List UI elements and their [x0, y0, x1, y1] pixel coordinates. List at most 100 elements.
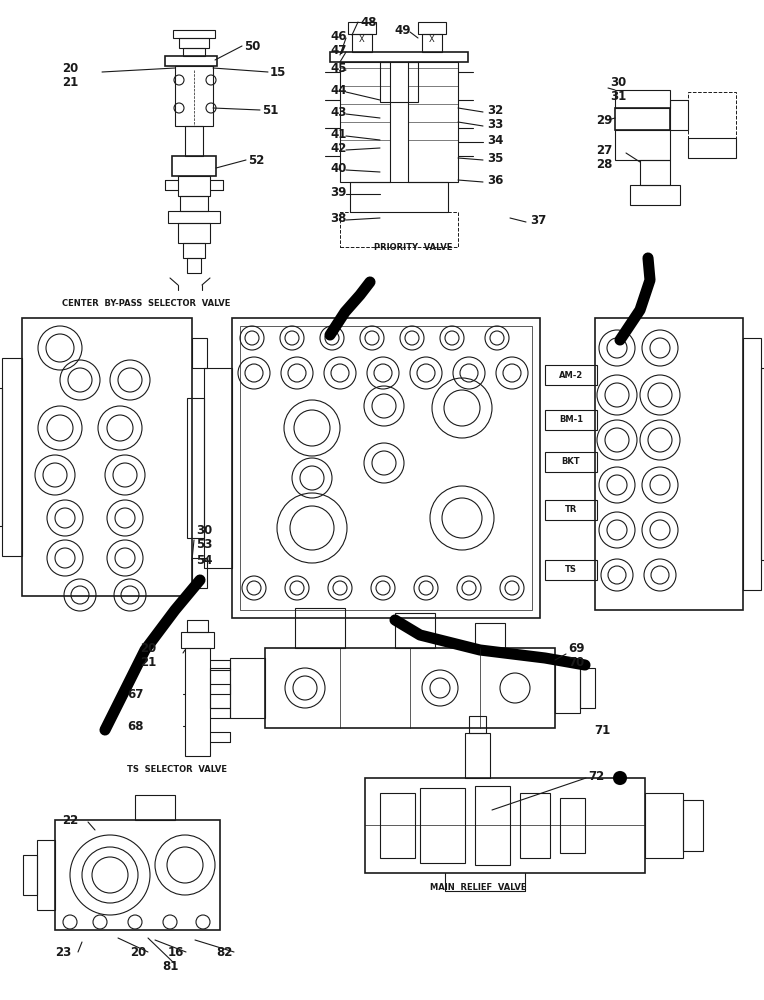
Text: TS  SELECTOR  VALVE: TS SELECTOR VALVE — [127, 766, 227, 774]
Text: 72: 72 — [588, 770, 604, 782]
Bar — [418, 22, 446, 34]
Text: X: X — [429, 35, 435, 44]
Text: 49: 49 — [394, 23, 410, 36]
Bar — [352, 34, 372, 52]
Bar — [595, 318, 743, 610]
Text: 38: 38 — [330, 212, 346, 225]
Text: MAIN  RELIEF  VALVE: MAIN RELIEF VALVE — [430, 884, 526, 892]
Bar — [192, 558, 207, 588]
Bar — [183, 243, 205, 258]
Text: 37: 37 — [530, 214, 546, 227]
Bar — [340, 212, 458, 247]
Bar — [173, 30, 215, 38]
Text: 36: 36 — [487, 174, 503, 186]
Text: 68: 68 — [127, 720, 144, 732]
Bar — [348, 22, 376, 34]
Bar — [175, 66, 213, 126]
Bar — [475, 786, 510, 865]
Bar — [555, 663, 580, 713]
Text: 42: 42 — [330, 141, 346, 154]
Text: BM-1: BM-1 — [559, 416, 583, 424]
Bar — [185, 126, 203, 156]
Bar — [683, 800, 703, 851]
Text: 70: 70 — [568, 656, 584, 668]
Text: 39: 39 — [330, 186, 346, 198]
Bar — [380, 793, 415, 858]
Bar — [0, 388, 2, 526]
Bar — [545, 410, 597, 430]
Bar — [408, 62, 458, 182]
Text: 33: 33 — [487, 117, 503, 130]
Text: 40: 40 — [330, 161, 346, 174]
Bar — [265, 648, 555, 728]
Bar — [743, 338, 761, 590]
Bar — [210, 668, 230, 708]
Bar — [340, 62, 390, 182]
Bar — [395, 613, 435, 648]
Text: 27: 27 — [596, 143, 612, 156]
Text: 22: 22 — [62, 814, 78, 826]
Bar — [230, 658, 265, 718]
Bar — [178, 223, 210, 243]
Bar — [420, 788, 465, 863]
Bar — [55, 820, 220, 930]
Bar — [545, 560, 597, 580]
Bar — [330, 52, 468, 62]
Text: 53: 53 — [196, 538, 212, 552]
Bar — [422, 34, 442, 52]
Bar — [615, 108, 670, 130]
Text: 34: 34 — [487, 133, 503, 146]
Bar — [761, 368, 764, 560]
Bar — [350, 182, 448, 212]
Bar — [615, 90, 670, 108]
Text: 51: 51 — [262, 104, 278, 116]
Bar — [545, 365, 597, 385]
Bar — [165, 56, 217, 66]
Text: CENTER  BY-PASS  SELECTOR  VALVE: CENTER BY-PASS SELECTOR VALVE — [62, 300, 231, 308]
Bar — [365, 778, 645, 873]
Text: 43: 43 — [330, 105, 346, 118]
Bar — [380, 62, 418, 102]
Bar — [183, 48, 205, 56]
Text: TR: TR — [565, 506, 577, 514]
Text: 50: 50 — [244, 39, 261, 52]
Circle shape — [613, 771, 627, 785]
Text: 15: 15 — [270, 66, 286, 79]
Bar — [168, 211, 220, 223]
Text: 47: 47 — [330, 43, 346, 56]
Bar — [172, 156, 216, 176]
Text: 81: 81 — [162, 960, 178, 972]
Bar — [580, 668, 595, 708]
Text: 21: 21 — [140, 656, 157, 668]
Text: 71: 71 — [594, 724, 610, 736]
Bar — [560, 798, 585, 853]
Text: 67: 67 — [127, 688, 144, 700]
Text: AM-2: AM-2 — [559, 370, 583, 379]
Text: 30: 30 — [196, 524, 212, 536]
Bar — [180, 196, 208, 211]
Bar — [23, 855, 37, 895]
Bar — [192, 338, 207, 368]
Bar — [670, 100, 688, 130]
Text: 23: 23 — [55, 946, 71, 958]
Text: BKT: BKT — [562, 458, 581, 466]
Text: 35: 35 — [487, 151, 503, 164]
Bar — [630, 185, 680, 205]
Bar — [645, 793, 683, 858]
Text: 32: 32 — [487, 104, 503, 116]
Text: 29: 29 — [596, 113, 613, 126]
Bar — [469, 716, 486, 733]
Text: 28: 28 — [596, 157, 613, 170]
Bar — [688, 138, 736, 158]
Text: 31: 31 — [610, 90, 626, 103]
Text: 16: 16 — [168, 946, 184, 958]
Bar — [187, 620, 208, 632]
Text: TS: TS — [565, 566, 577, 574]
Text: PRIORITY  VALVE: PRIORITY VALVE — [374, 243, 452, 252]
Text: 54: 54 — [196, 554, 212, 566]
Bar — [688, 92, 736, 138]
Bar — [520, 793, 550, 858]
Bar — [2, 358, 22, 556]
Bar — [178, 176, 210, 196]
Bar — [181, 632, 214, 648]
